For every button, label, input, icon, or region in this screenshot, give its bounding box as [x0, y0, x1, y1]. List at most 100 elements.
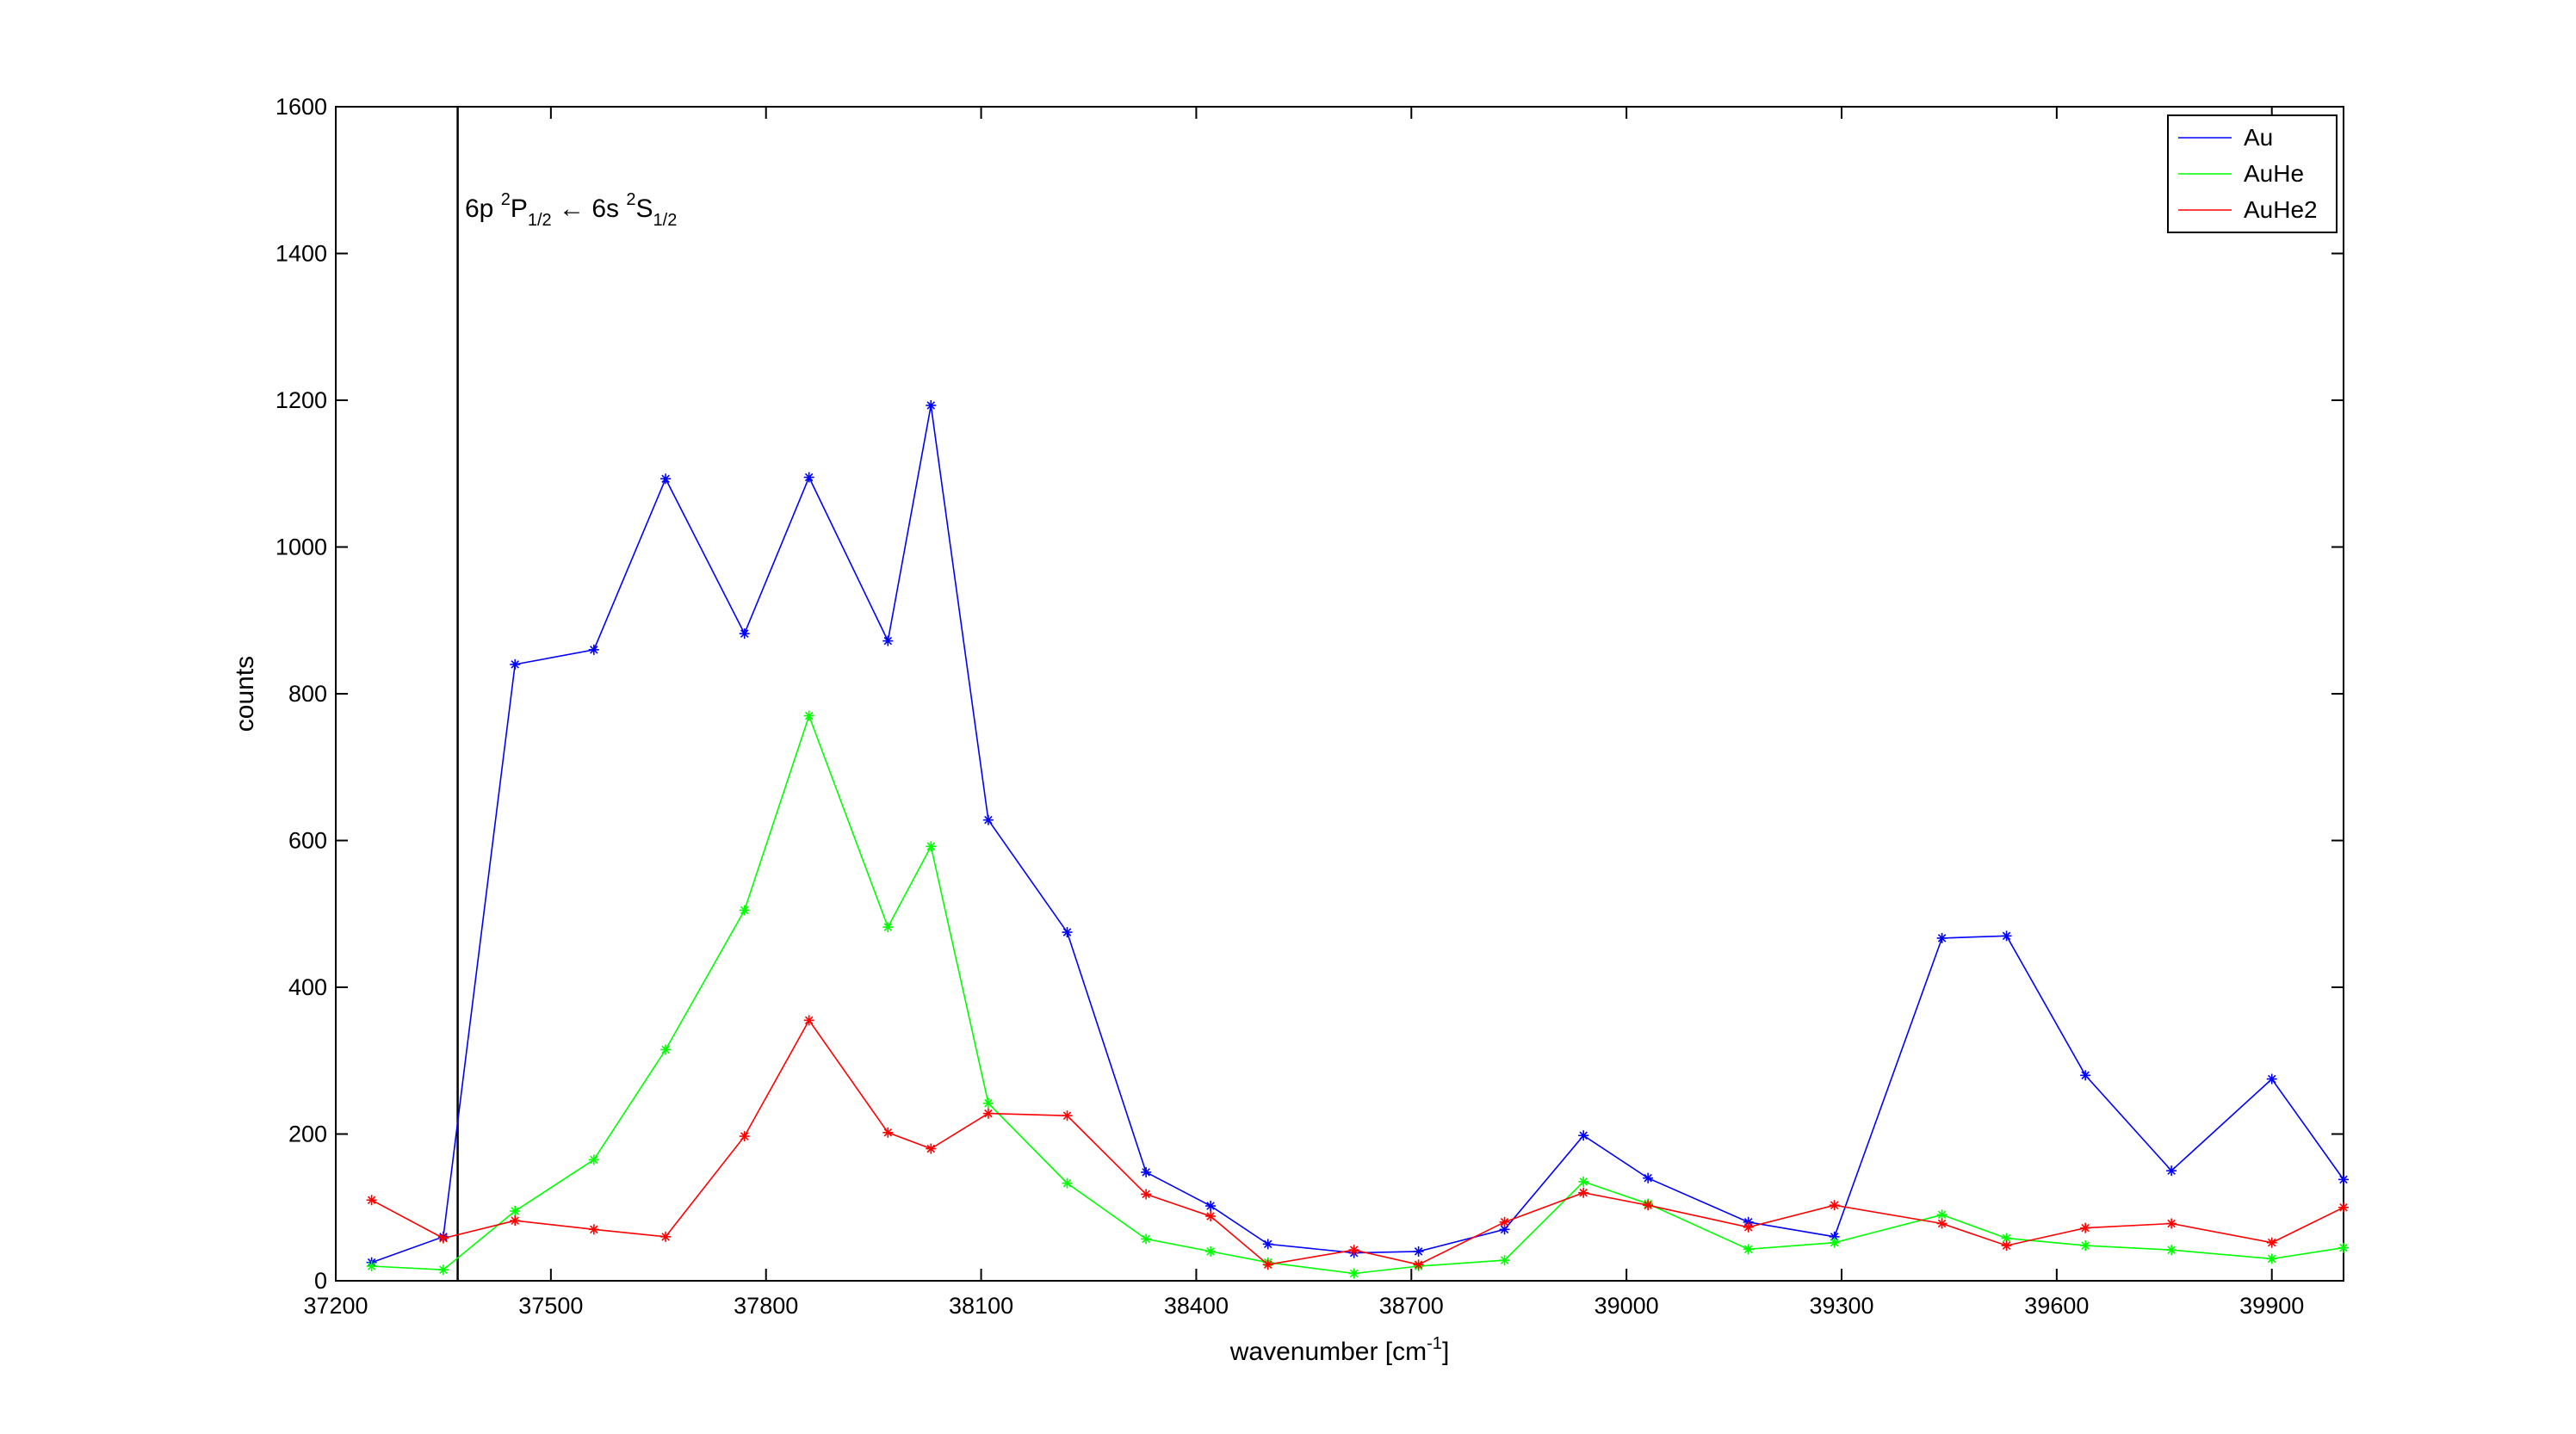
data-point: [1936, 1218, 1947, 1229]
y-tick-labels: 0 200 400 600 800 1000 1200 1400 1600: [276, 94, 327, 1294]
data-point: [510, 1215, 521, 1227]
data-point: [926, 1143, 937, 1154]
data-point: [803, 472, 814, 483]
data-point: [2266, 1073, 2277, 1085]
data-point: [1262, 1259, 1273, 1270]
y-tick-label: 1000: [276, 535, 327, 560]
transition-annotation: 6p 2P1/2 ← 6s 2S1/2: [465, 190, 677, 230]
data-point: [1578, 1176, 1589, 1187]
series-au: [366, 399, 2349, 1268]
data-point: [2166, 1245, 2177, 1256]
data-point: [1829, 1200, 1840, 1211]
x-tick-label: 37800: [734, 1293, 798, 1319]
series-layer: [366, 399, 2349, 1279]
y-tick-label: 1600: [276, 94, 327, 120]
data-point: [588, 1154, 599, 1165]
data-point: [882, 635, 894, 646]
y-tick-label: 400: [288, 974, 327, 1000]
data-point: [982, 1108, 994, 1119]
x-tick-label: 39600: [2024, 1293, 2089, 1319]
data-point: [882, 1127, 894, 1138]
annot-part: S: [636, 195, 653, 223]
legend-label-auhe2: AuHe2: [2244, 196, 2318, 223]
data-point: [1262, 1239, 1273, 1250]
data-point: [2266, 1237, 2277, 1248]
x-tick-label: 38700: [1379, 1293, 1444, 1319]
y-tick-label: 600: [288, 828, 327, 854]
y-tick-label: 0: [314, 1268, 327, 1294]
data-point: [366, 1195, 377, 1206]
data-point: [1141, 1189, 1152, 1200]
x-tick-labels: 37200 37500 37800 38100 38400 38700 39000 39300…: [303, 1293, 2304, 1319]
data-point: [2001, 1240, 2012, 1252]
data-point: [2338, 1242, 2349, 1253]
data-point: [588, 1224, 599, 1235]
data-point: [739, 628, 750, 640]
y-tick-label: 1400: [276, 241, 327, 267]
data-point: [1205, 1210, 1217, 1221]
data-point: [2266, 1253, 2277, 1264]
data-point: [1205, 1245, 1217, 1257]
y-tick-label: 1200: [276, 387, 327, 413]
annot-sub: 1/2: [528, 211, 552, 230]
data-point: [926, 399, 937, 411]
data-point: [1499, 1255, 1510, 1266]
data-point: [1205, 1201, 1217, 1212]
data-point: [510, 1206, 521, 1217]
data-point: [982, 1097, 994, 1109]
data-point: [1413, 1259, 1424, 1270]
x-axis-label-sup: -1: [1427, 1334, 1442, 1353]
data-point: [1643, 1200, 1654, 1211]
data-point: [2166, 1218, 2177, 1229]
annot-part: ← 6s: [552, 195, 627, 223]
data-point: [660, 1044, 672, 1055]
x-tick-label: 38100: [949, 1293, 1013, 1319]
x-tick-label: 39300: [1809, 1293, 1873, 1319]
x-axis-label-text: wavenumber [cm: [1229, 1338, 1427, 1366]
plot-area: [335, 106, 2344, 1282]
data-point: [1743, 1244, 1754, 1255]
data-point: [1141, 1166, 1152, 1177]
x-tick-label: 37200: [303, 1293, 368, 1319]
data-point: [1829, 1231, 1840, 1242]
data-point: [1936, 932, 1947, 943]
data-point: [1578, 1130, 1589, 1141]
data-point: [2338, 1174, 2349, 1185]
data-point: [510, 658, 521, 670]
annot-sup: 2: [626, 190, 635, 209]
data-point: [2338, 1202, 2349, 1213]
data-point: [926, 841, 937, 852]
x-axis-label: wavenumber [cm-1]: [1229, 1334, 1450, 1366]
annot-sub: 1/2: [653, 211, 678, 230]
data-point: [2080, 1222, 2091, 1233]
x-tick-label: 39900: [2239, 1293, 2304, 1319]
data-point: [1348, 1268, 1359, 1279]
data-point: [1578, 1187, 1589, 1198]
data-point: [1936, 1209, 1947, 1221]
annot-part: P: [511, 195, 528, 223]
data-point: [1062, 1110, 1073, 1122]
data-point: [982, 814, 994, 825]
data-point: [882, 922, 894, 933]
data-point: [1499, 1216, 1510, 1227]
y-tick-label: 200: [288, 1122, 327, 1147]
y-axis-label: counts: [231, 656, 259, 732]
data-point: [2001, 930, 2012, 942]
annot-part: 6p: [465, 195, 501, 223]
data-point: [437, 1233, 449, 1244]
data-point: [803, 710, 814, 721]
data-point: [2080, 1240, 2091, 1252]
data-point: [1643, 1172, 1654, 1184]
legend-label-auhe: AuHe: [2244, 160, 2304, 187]
data-point: [739, 905, 750, 916]
data-point: [660, 473, 672, 485]
axis-ticks: [335, 106, 2344, 1282]
data-point: [2080, 1070, 2091, 1081]
legend-label-au: Au: [2244, 124, 2273, 151]
x-tick-label: 39000: [1595, 1293, 1659, 1319]
annot-sup: 2: [501, 190, 511, 209]
data-point: [660, 1231, 672, 1242]
data-point: [1062, 1177, 1073, 1189]
data-point: [1829, 1237, 1840, 1248]
